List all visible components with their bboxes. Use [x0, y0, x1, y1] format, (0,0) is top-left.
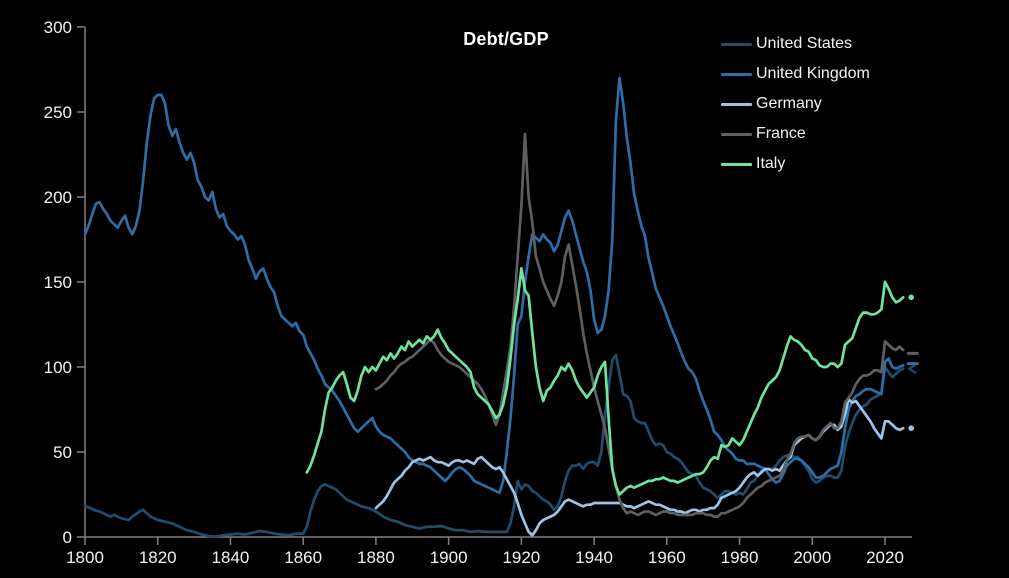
legend-label-germany: Germany — [756, 95, 822, 112]
legend-swatch-france — [721, 132, 752, 136]
x-tick-label: 1860 — [284, 548, 322, 567]
x-tick-label: 1840 — [212, 548, 250, 567]
series-line-united-states — [83, 353, 905, 538]
legend-swatch-italy — [721, 162, 752, 166]
y-tick-label: 300 — [44, 18, 72, 37]
y-tick-label: 150 — [44, 273, 72, 292]
x-tick-label: 1820 — [139, 548, 177, 567]
legend-swatch-united-kingdom — [721, 72, 752, 76]
legend-label-united-states: United States — [756, 35, 853, 52]
series-line-france — [374, 132, 905, 518]
x-tick-label: 2000 — [793, 548, 831, 567]
end-marker-united-states — [908, 363, 917, 375]
x-tick-label: 1900 — [430, 548, 468, 567]
legend-item-italy: Italy — [721, 149, 870, 179]
y-tick-label: 100 — [44, 358, 72, 377]
y-tick-label: 0 — [63, 528, 72, 547]
y-tick-label: 200 — [44, 188, 72, 207]
series-line-united-kingdom — [83, 76, 905, 495]
legend-label-united-kingdom: United Kingdom — [756, 65, 870, 82]
legend-item-united-states: United States — [721, 29, 870, 59]
end-marker-italy — [908, 294, 914, 301]
legend-swatch-united-states — [721, 42, 752, 46]
legend-item-germany: Germany — [721, 89, 870, 119]
legend-label-italy: Italy — [756, 155, 786, 172]
legend-swatch-germany — [721, 102, 752, 106]
x-tick-label: 1880 — [357, 548, 395, 567]
legend-item-france: France — [721, 119, 870, 149]
x-tick-label: 1940 — [575, 548, 613, 567]
legend: United States United Kingdom Germany France… — [721, 29, 870, 179]
y-tick-label: 250 — [44, 103, 72, 122]
end-marker-germany — [908, 425, 914, 432]
x-tick-label: 1960 — [648, 548, 686, 567]
x-tick-label: 2020 — [866, 548, 904, 567]
series-line-italy — [305, 267, 905, 496]
x-tick-label: 1980 — [721, 548, 759, 567]
x-tick-label: 1920 — [502, 548, 540, 567]
legend-item-united-kingdom: United Kingdom — [721, 59, 870, 89]
chart-title: Debt/GDP — [463, 29, 549, 49]
legend-label-france: France — [756, 125, 806, 142]
x-tick-label: 1800 — [66, 548, 104, 567]
y-tick-label: 50 — [53, 443, 72, 462]
